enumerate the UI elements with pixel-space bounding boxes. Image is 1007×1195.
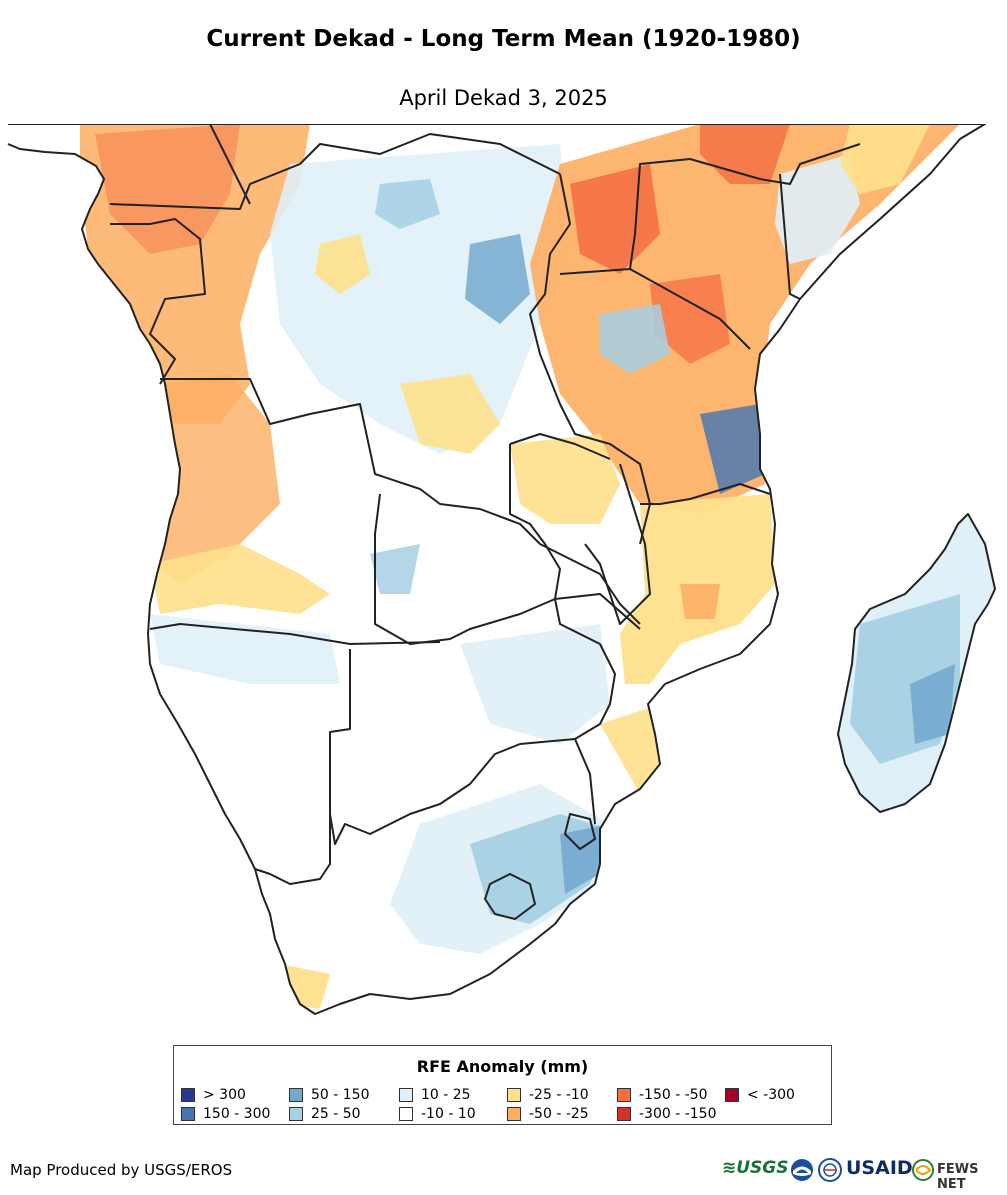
legend-label: -25 - -10 — [529, 1086, 589, 1103]
nasa-seal-icon — [818, 1158, 842, 1182]
legend-box: RFE Anomaly (mm) > 300 150 - 300 50 - 15… — [173, 1045, 832, 1125]
map-title: Current Dekad - Long Term Mean (1920-198… — [206, 26, 801, 52]
fewsnet-logo-text: FEWS NET — [937, 1162, 979, 1192]
producer-credit: Map Produced by USGS/EROS — [10, 1161, 233, 1179]
partner-logos: ≋USGS USAID FEWS NET — [722, 1156, 1002, 1192]
legend-swatch — [507, 1087, 521, 1102]
legend-item: -25 - -10 — [507, 1085, 617, 1104]
legend-item: -10 - 10 — [399, 1104, 507, 1123]
fewsnet-globe-icon — [912, 1159, 934, 1181]
usgs-logo: ≋USGS — [722, 1158, 789, 1178]
legend-swatch — [725, 1087, 739, 1102]
legend-title: RFE Anomaly (mm) — [416, 1057, 589, 1076]
legend-swatch — [399, 1106, 413, 1121]
legend-item: -150 - -50 — [617, 1085, 725, 1104]
legend-swatch — [617, 1106, 631, 1121]
legend-label: 10 - 25 — [421, 1086, 471, 1103]
legend-swatch — [617, 1087, 631, 1102]
legend-label: -50 - -25 — [529, 1105, 589, 1122]
legend-item: 25 - 50 — [289, 1104, 399, 1123]
legend-swatch — [181, 1087, 195, 1102]
legend-label: 50 - 150 — [311, 1086, 370, 1103]
legend-label: -150 - -50 — [639, 1086, 708, 1103]
legend-label: < -300 — [747, 1086, 795, 1103]
legend-grid: > 300 150 - 300 50 - 150 25 - 50 10 - 25… — [181, 1085, 825, 1123]
usgs-wave-icon: ≋ — [722, 1158, 737, 1178]
legend-item: 50 - 150 — [289, 1085, 399, 1104]
legend-swatch — [507, 1106, 521, 1121]
map-subtitle: April Dekad 3, 2025 — [399, 86, 608, 110]
legend-swatch — [181, 1106, 195, 1121]
legend-label: -10 - 10 — [421, 1105, 476, 1122]
usaid-logo: USAID — [846, 1157, 913, 1179]
rainfall-anomaly-map — [7, 124, 996, 1015]
legend-label: 25 - 50 — [311, 1105, 361, 1122]
noaa-logo-icon — [791, 1159, 813, 1181]
usgs-logo-text: USGS — [736, 1158, 789, 1178]
legend-item: -50 - -25 — [507, 1104, 617, 1123]
legend-swatch — [399, 1087, 413, 1102]
legend-item: -300 - -150 — [617, 1104, 725, 1123]
country-borders — [7, 124, 996, 1015]
legend-item: 10 - 25 — [399, 1085, 507, 1104]
legend-label: > 300 — [203, 1086, 246, 1103]
legend-item: < -300 — [725, 1085, 825, 1104]
madagascar-anomaly-layer — [838, 514, 995, 812]
legend-swatch — [289, 1087, 303, 1102]
legend-item: 150 - 300 — [181, 1104, 289, 1123]
legend-label: 150 - 300 — [203, 1105, 271, 1122]
mainland-anomaly-layer — [8, 124, 985, 1014]
legend-item: > 300 — [181, 1085, 289, 1104]
legend-label: -300 - -150 — [639, 1105, 717, 1122]
legend-swatch — [289, 1106, 303, 1121]
